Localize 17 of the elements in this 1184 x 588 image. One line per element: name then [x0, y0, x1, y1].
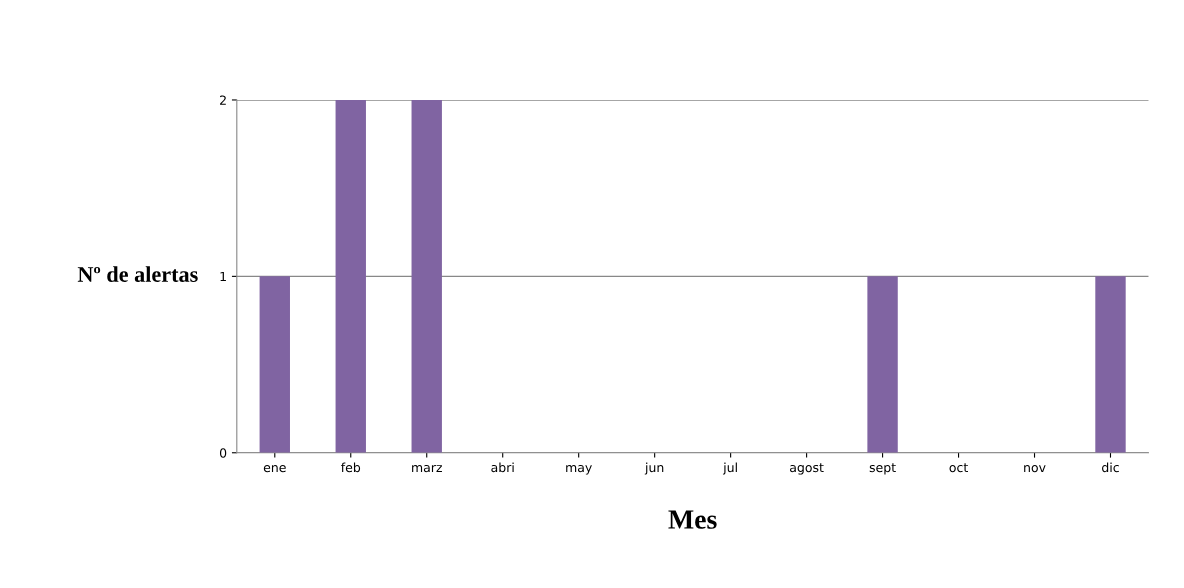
- x-tick-label: dic: [1102, 462, 1119, 473]
- x-tick-label: agost: [790, 463, 824, 475]
- x-tick-label: ene: [263, 464, 286, 473]
- y-axis-title: Nº de alertas: [77, 266, 198, 282]
- y-tick-label: 0: [219, 448, 227, 458]
- y-tick-label: 1: [220, 272, 226, 282]
- x-tick-label: jul: [722, 462, 737, 475]
- x-tick-label: feb: [341, 462, 361, 473]
- x-tick-label: oct: [949, 463, 968, 473]
- y-tick-label: 2: [220, 95, 226, 105]
- x-tick-label: marz: [412, 464, 442, 473]
- x-tick-label: nov: [1024, 464, 1046, 473]
- x-tick-label: sept: [869, 463, 896, 475]
- x-axis-title: Mes: [668, 510, 717, 529]
- x-tick-label: may: [566, 464, 592, 475]
- x-tick-label: jun: [644, 462, 664, 475]
- x-tick-label: abri: [491, 462, 514, 473]
